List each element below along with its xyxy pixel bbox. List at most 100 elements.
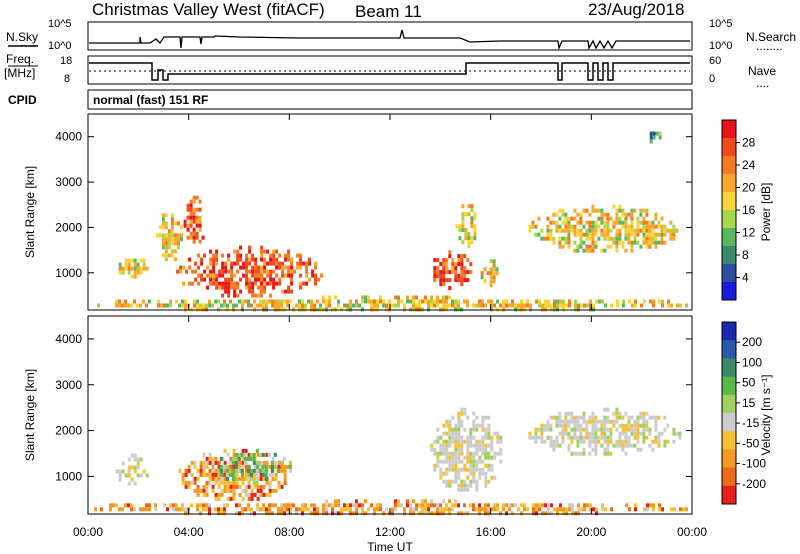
heatmap-cell bbox=[552, 220, 556, 225]
heatmap-cell bbox=[481, 419, 485, 424]
heatmap-cell bbox=[278, 253, 282, 258]
heatmap-cell bbox=[217, 299, 220, 304]
heatmap-cell bbox=[257, 277, 261, 282]
heatmap-cell bbox=[609, 435, 613, 440]
heatmap-cell bbox=[445, 419, 449, 424]
heatmap-cell bbox=[250, 507, 253, 512]
cpid-label: CPID bbox=[8, 93, 37, 107]
heatmap-cell bbox=[657, 443, 661, 448]
heatmap-cell bbox=[564, 415, 568, 420]
heatmap-cell bbox=[203, 269, 207, 274]
heatmap-cell bbox=[481, 299, 484, 304]
heatmap-cell bbox=[439, 447, 443, 452]
heatmap-cell bbox=[463, 411, 467, 416]
heatmap-cell bbox=[277, 299, 280, 304]
heatmap-cell bbox=[570, 411, 574, 416]
heatmap-cell bbox=[376, 503, 379, 508]
heatmap-cell bbox=[265, 303, 268, 308]
heatmap-cell bbox=[164, 221, 168, 226]
heatmap-cell bbox=[588, 443, 592, 448]
heatmap-cell bbox=[627, 224, 631, 229]
heatmap-cell bbox=[229, 456, 233, 461]
heatmap-cell bbox=[484, 451, 488, 456]
y-tick-label: 1000 bbox=[55, 469, 82, 483]
heatmap-cell bbox=[642, 232, 646, 237]
heatmap-cell bbox=[487, 507, 490, 512]
heatmap-cell bbox=[472, 463, 476, 468]
freq-label-line2: [MHz] bbox=[4, 66, 35, 80]
heatmap-cell bbox=[325, 299, 328, 304]
heatmap-cell bbox=[176, 241, 180, 246]
heatmap-cell bbox=[439, 443, 443, 448]
heatmap-cell bbox=[484, 503, 487, 508]
heatmap-cell bbox=[540, 427, 544, 432]
heatmap-cell bbox=[457, 258, 461, 263]
heatmap-cell bbox=[236, 249, 240, 254]
heatmap-cell bbox=[268, 511, 271, 516]
heatmap-cell bbox=[478, 467, 482, 472]
heatmap-cell bbox=[540, 439, 544, 444]
heatmap-cell bbox=[188, 281, 192, 286]
heatmap-cell bbox=[549, 427, 553, 432]
heatmap-cell bbox=[470, 204, 474, 209]
heatmap-cell bbox=[283, 464, 287, 469]
heatmap-cell bbox=[624, 451, 628, 456]
heatmap-cell bbox=[658, 131, 662, 136]
heatmap-cell bbox=[466, 475, 470, 480]
heatmap-cell bbox=[259, 484, 263, 489]
heatmap-cell bbox=[492, 275, 496, 280]
heatmap-cell bbox=[558, 240, 562, 245]
heatmap-cell bbox=[238, 503, 241, 508]
heatmap-cell bbox=[478, 423, 482, 428]
heatmap-cell bbox=[661, 299, 664, 304]
heatmap-cell bbox=[576, 212, 580, 217]
heatmap-cell bbox=[651, 220, 655, 225]
colorbar-swatch bbox=[722, 156, 736, 175]
heatmap-cell bbox=[307, 299, 310, 304]
heatmap-cell bbox=[573, 423, 577, 428]
heatmap-cell bbox=[403, 303, 406, 308]
heatmap-cell bbox=[511, 511, 514, 516]
heatmap-cell bbox=[436, 511, 439, 516]
heatmap-cell bbox=[209, 281, 213, 286]
heatmap-cell bbox=[589, 303, 592, 308]
heatmap-cell bbox=[442, 499, 445, 504]
heatmap-cell bbox=[570, 435, 574, 440]
heatmap-cell bbox=[190, 503, 193, 508]
heatmap-cell bbox=[652, 507, 655, 512]
heatmap-cell bbox=[549, 232, 553, 237]
heatmap-cell bbox=[442, 258, 446, 263]
heatmap-cell bbox=[576, 415, 580, 420]
heatmap-cell bbox=[211, 472, 215, 477]
heatmap-cell bbox=[178, 303, 181, 308]
heatmap-cell bbox=[436, 503, 439, 508]
heatmap-cell bbox=[240, 468, 244, 473]
heatmap-cell bbox=[508, 503, 511, 508]
heatmap-cell bbox=[654, 212, 658, 217]
heatmap-cell bbox=[582, 240, 586, 245]
heatmap-cell bbox=[253, 511, 256, 516]
heatmap-cell bbox=[275, 249, 279, 254]
heatmap-cell bbox=[487, 299, 490, 304]
heatmap-cell bbox=[645, 212, 649, 217]
heatmap-cell bbox=[579, 244, 583, 249]
heatmap-cell bbox=[492, 279, 496, 284]
heatmap-cell bbox=[268, 480, 272, 485]
heatmap-cell bbox=[457, 487, 461, 492]
heatmap-cell bbox=[220, 511, 223, 516]
heatmap-cell bbox=[259, 303, 262, 308]
heatmap-cell bbox=[260, 281, 264, 286]
heatmap-cell bbox=[622, 299, 625, 304]
heatmap-cell bbox=[211, 456, 215, 461]
x-tick-label: 00:00 bbox=[73, 525, 103, 539]
heatmap-cell bbox=[666, 423, 670, 428]
heatmap-cell bbox=[591, 240, 595, 245]
heatmap-cell bbox=[624, 423, 628, 428]
heatmap-cell bbox=[454, 299, 457, 304]
heatmap-cell bbox=[198, 223, 202, 228]
heatmap-cell bbox=[591, 220, 595, 225]
heatmap-cell bbox=[570, 228, 574, 233]
heatmap-cell bbox=[567, 216, 571, 221]
heatmap-cell bbox=[227, 293, 231, 298]
heatmap-cell bbox=[454, 455, 458, 460]
